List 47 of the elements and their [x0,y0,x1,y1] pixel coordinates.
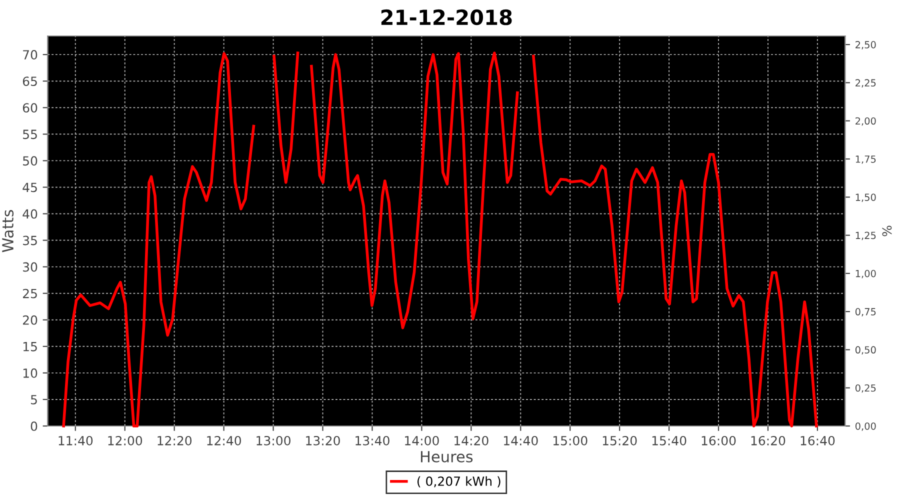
y2-tick-label: 2,25 [856,79,876,88]
y2-tick-label: 2,00 [856,117,876,126]
chart-title: 21-12-2018 [381,9,512,26]
y2-tick-label: 0,75 [855,308,876,316]
x-tick-label: 12:20 [158,436,192,446]
y2-tick-label: 2,50 [856,41,876,50]
y-tick-label: 65 [22,76,37,86]
x-tick-label: 15:20 [602,436,637,446]
x-tick-label: 16:00 [702,436,736,446]
x-tick-label: 11:40 [58,436,93,446]
y-tick-label: 60 [22,103,38,113]
y-tick-label: 55 [23,130,37,140]
x-tick-label: 13:00 [256,436,290,446]
legend-label: ( 0,207 kWh ) [417,476,500,488]
y-tick-label: 5 [30,395,37,404]
y-tick-label: 10 [23,368,38,378]
x-tick-label: 13:20 [306,436,340,446]
y-tick-label: 0 [30,421,38,431]
x-tick-label: 14:20 [454,436,488,446]
y2-tick-label: 1,75 [856,156,876,164]
y2-tick-label: 0,50 [855,346,876,355]
x-tick-label: 14:00 [405,436,439,446]
y2-axis-title: % [882,226,892,236]
y-tick-label: 35 [23,236,37,246]
x-tick-label: 16:40 [800,436,835,446]
y-tick-label: 25 [22,288,37,298]
x-axis-title: Heures [420,451,473,462]
x-tick-label: 12:00 [108,436,142,446]
x-tick-label: 15:00 [553,436,588,446]
y-tick-label: 30 [23,262,38,272]
y-axis-title: Watts [2,210,14,252]
x-tick-label: 14:40 [504,436,538,446]
x-tick-label: 12:40 [207,436,241,446]
y-tick-label: 15 [23,342,37,352]
x-tick-label: 13:40 [356,436,390,446]
y-tick-label: 20 [22,315,38,325]
y-tick-label: 40 [22,209,38,219]
y2-tick-label: 1,50 [856,194,876,202]
y2-tick-label: 1,00 [856,270,876,278]
x-tick-label: 16:20 [751,436,786,446]
y2-tick-label: 0,25 [855,384,876,393]
y2-tick-label: 1,25 [856,232,876,240]
x-tick-label: 15:40 [652,436,686,446]
y-tick-label: 45 [22,182,37,192]
y2-tick-label: 0,00 [855,422,876,431]
y-tick-label: 70 [23,50,38,60]
y-tick-label: 50 [23,156,38,166]
